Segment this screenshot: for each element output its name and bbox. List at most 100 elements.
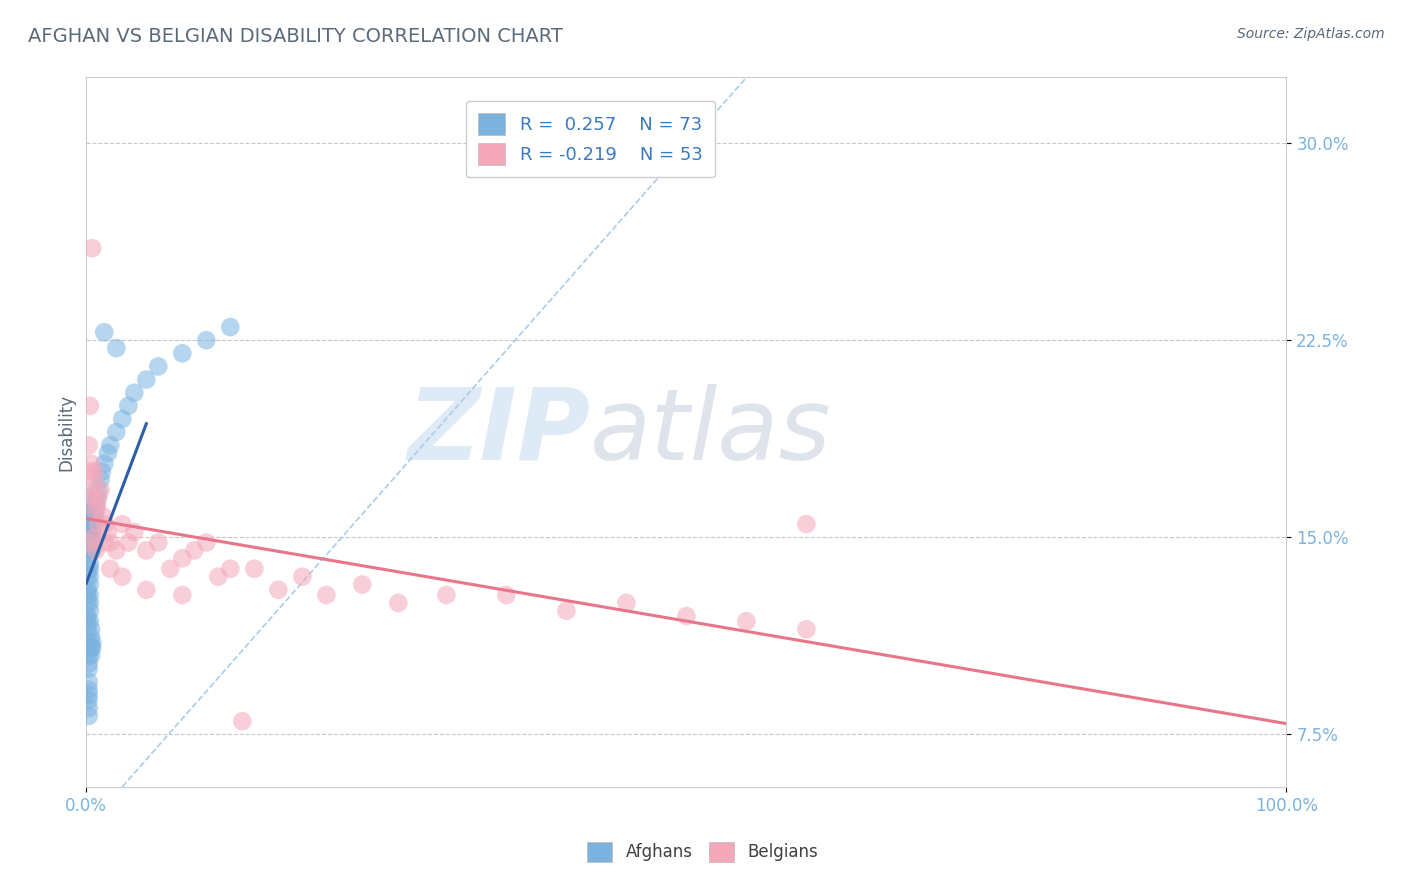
Point — [76, 543, 98, 558]
Point — [79, 557, 101, 571]
Point — [387, 596, 409, 610]
Point — [98, 562, 121, 576]
Point — [77, 682, 100, 697]
Point — [82, 530, 104, 544]
Point — [195, 535, 218, 549]
Point — [267, 582, 290, 597]
Point — [80, 630, 103, 644]
Point — [77, 709, 100, 723]
Point — [124, 385, 146, 400]
Point — [111, 412, 134, 426]
Point — [82, 472, 104, 486]
Point — [76, 582, 98, 597]
Point — [97, 524, 120, 539]
Point — [91, 509, 114, 524]
Point — [555, 604, 578, 618]
Point — [79, 465, 101, 479]
Point — [80, 524, 103, 539]
Point — [76, 588, 98, 602]
Point — [82, 517, 104, 532]
Point — [77, 438, 100, 452]
Point — [105, 341, 128, 355]
Point — [675, 609, 697, 624]
Point — [82, 543, 104, 558]
Point — [94, 517, 117, 532]
Point — [105, 543, 128, 558]
Point — [84, 499, 107, 513]
Legend: Afghans, Belgians: Afghans, Belgians — [579, 833, 827, 871]
Text: ZIP: ZIP — [408, 384, 591, 481]
Point — [83, 504, 105, 518]
Point — [76, 622, 98, 636]
Point — [80, 491, 103, 505]
Point — [148, 535, 170, 549]
Point — [172, 551, 194, 566]
Point — [90, 483, 112, 497]
Point — [79, 562, 101, 576]
Point — [796, 622, 818, 636]
Point — [87, 491, 110, 505]
Point — [79, 535, 101, 549]
Point — [111, 569, 134, 583]
Point — [87, 483, 110, 497]
Point — [80, 535, 103, 549]
Point — [80, 622, 103, 636]
Point — [77, 635, 100, 649]
Point — [82, 241, 104, 255]
Point — [183, 543, 205, 558]
Point — [76, 609, 98, 624]
Point — [80, 543, 103, 558]
Point — [243, 562, 266, 576]
Point — [86, 499, 108, 513]
Point — [315, 588, 337, 602]
Point — [117, 399, 139, 413]
Point — [77, 701, 100, 715]
Point — [352, 577, 374, 591]
Point — [83, 465, 105, 479]
Point — [195, 333, 218, 347]
Point — [82, 517, 104, 532]
Point — [82, 509, 104, 524]
Point — [82, 635, 104, 649]
Point — [86, 491, 108, 505]
Point — [735, 615, 758, 629]
Point — [77, 657, 100, 671]
Point — [79, 399, 101, 413]
Point — [98, 438, 121, 452]
Point — [79, 577, 101, 591]
Point — [77, 693, 100, 707]
Legend: R =  0.257    N = 73, R = -0.219    N = 53: R = 0.257 N = 73, R = -0.219 N = 53 — [465, 101, 716, 178]
Text: AFGHAN VS BELGIAN DISABILITY CORRELATION CHART: AFGHAN VS BELGIAN DISABILITY CORRELATION… — [28, 27, 562, 45]
Point — [79, 615, 101, 629]
Point — [93, 326, 115, 340]
Text: Source: ZipAtlas.com: Source: ZipAtlas.com — [1237, 27, 1385, 41]
Point — [82, 640, 104, 655]
Point — [79, 604, 101, 618]
Point — [135, 582, 157, 597]
Point — [79, 524, 101, 539]
Point — [135, 373, 157, 387]
Point — [111, 517, 134, 532]
Text: atlas: atlas — [591, 384, 832, 481]
Point — [93, 457, 115, 471]
Point — [77, 640, 100, 655]
Point — [84, 504, 107, 518]
Point — [219, 562, 242, 576]
Point — [79, 596, 101, 610]
Point — [796, 517, 818, 532]
Point — [77, 491, 100, 505]
Point — [76, 569, 98, 583]
Point — [79, 588, 101, 602]
Point — [80, 648, 103, 663]
Point — [77, 648, 100, 663]
Point — [117, 535, 139, 549]
Point — [80, 457, 103, 471]
Point — [80, 640, 103, 655]
Point — [231, 714, 253, 728]
Point — [614, 596, 637, 610]
Point — [172, 346, 194, 360]
Point — [77, 543, 100, 558]
Point — [207, 569, 229, 583]
Point — [93, 535, 115, 549]
Point — [76, 535, 98, 549]
